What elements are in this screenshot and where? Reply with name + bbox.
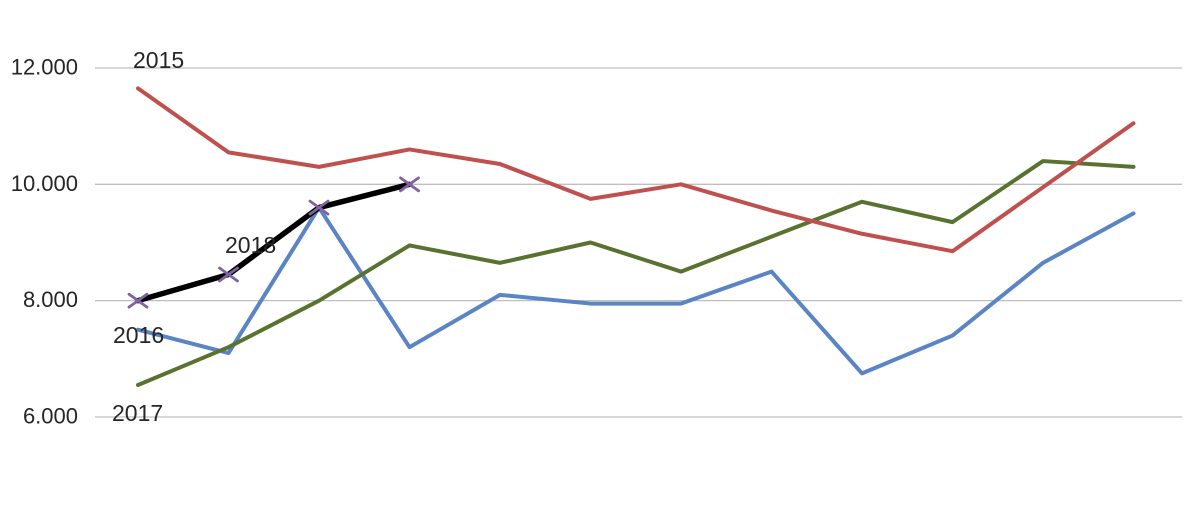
y-axis-tick-label: 10.000: [11, 171, 78, 196]
x-marker: [218, 266, 239, 283]
y-axis-tick-label: 12.000: [11, 55, 78, 80]
x-marker-stroke: [399, 176, 420, 193]
x-marker: [308, 199, 330, 216]
series-label-2017: 2017: [112, 400, 163, 426]
x-marker-stroke: [218, 266, 239, 283]
x-marker: [127, 292, 149, 309]
series-label-2016: 2016: [113, 322, 164, 348]
y-axis-tick-label: 6.000: [23, 403, 78, 428]
series-label-2015: 2015: [133, 47, 184, 73]
series-line-2016: [136, 205, 1136, 376]
series-label-2018: 2018: [225, 232, 276, 258]
series-line-2017: [136, 159, 1136, 387]
x-marker: [399, 176, 420, 193]
x-marker-stroke: [308, 199, 330, 216]
x-marker-stroke: [127, 292, 149, 309]
y-axis-tick-label: 8.000: [23, 287, 78, 312]
series-line-2018: [135, 181, 413, 304]
series-line-2015: [136, 86, 1136, 254]
